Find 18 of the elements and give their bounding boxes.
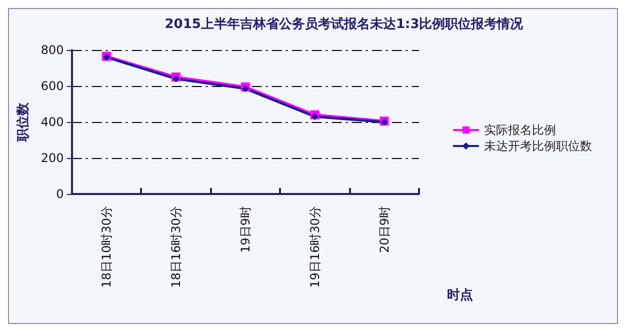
x-tick-label: 18日16时30分 [168,206,183,288]
legend-label: 实际报名比例 [484,123,556,137]
legend-label: 未达开考比例职位数 [484,139,592,153]
y-axis-title: 职位数 [16,102,31,142]
x-tick-label: 18日10时30分 [100,206,114,288]
x-axis-title: 时点 [447,287,473,303]
y-tick-label: 800 [40,43,64,57]
chart-title: 2015上半年吉林省公务员考试报名未达1:3比例职位报考情况 [164,16,524,32]
y-tick-label: 600 [40,79,64,93]
x-tick-label: 19日9时 [238,206,252,253]
x-tick-label: 19日16时30分 [308,206,322,288]
y-tick-label: 0 [56,187,64,201]
point [172,75,180,82]
point [311,113,318,120]
point [242,85,249,92]
y-tick-label: 200 [40,151,64,165]
x-tick-label: 20日9时 [377,206,392,253]
y-tick-label: 400 [40,115,64,129]
